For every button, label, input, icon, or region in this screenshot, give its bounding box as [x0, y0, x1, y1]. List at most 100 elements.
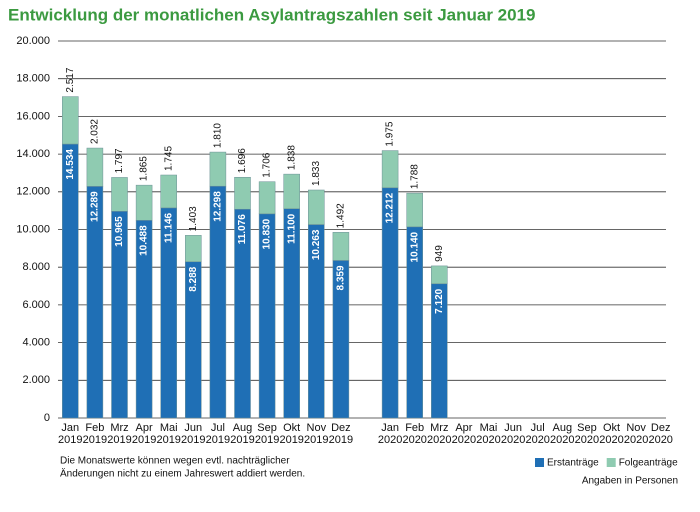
x-tick-label: Jan	[381, 422, 399, 434]
x-tick-label: 2019	[206, 434, 230, 446]
value-label: 10.488	[139, 225, 150, 256]
value-label: 1.788	[409, 164, 420, 189]
bar-segment	[258, 181, 276, 215]
value-label: 14.534	[65, 149, 76, 180]
x-tick-label: Sep	[257, 422, 277, 434]
value-label: 2.032	[90, 119, 101, 144]
x-tick-label: 2019	[156, 434, 180, 446]
x-tick-label: Mai	[480, 422, 498, 434]
bar-segment	[431, 265, 448, 285]
value-label: 1.745	[163, 146, 174, 171]
value-label: 7.120	[434, 288, 445, 313]
value-label: 1.797	[114, 148, 125, 173]
x-tick-label: 2019	[58, 434, 82, 446]
x-tick-label: 2020	[648, 434, 672, 446]
y-tick-label: 8.000	[22, 261, 50, 273]
value-label: 1.492	[336, 203, 347, 228]
x-tick-label: 2020	[550, 434, 574, 446]
x-tick-label: Dez	[331, 422, 351, 434]
bar-segment	[62, 96, 79, 145]
x-tick-label: 2019	[230, 434, 254, 446]
y-tick-label: 20.000	[16, 35, 50, 47]
x-tick-label: 2020	[624, 434, 648, 446]
footnote: Die Monatswerte können wegen evtl. nacht…	[60, 456, 290, 467]
x-tick-label: 2019	[181, 434, 205, 446]
bar-segment	[86, 147, 104, 187]
y-tick-label: 14.000	[16, 148, 50, 160]
x-tick-label: Dez	[651, 422, 671, 434]
x-tick-label: Okt	[603, 422, 620, 434]
x-tick-label: 2019	[255, 434, 279, 446]
x-tick-label: 2020	[452, 434, 476, 446]
x-tick-label: 2020	[378, 434, 402, 446]
x-tick-label: Nov	[626, 422, 646, 434]
legend-swatch	[535, 458, 544, 467]
x-tick-label: 2020	[575, 434, 599, 446]
legend-swatch	[606, 458, 616, 467]
value-label: 949	[434, 245, 445, 262]
bar-segment	[62, 143, 79, 419]
x-tick-label: Mrz	[430, 422, 448, 434]
x-tick-label: Nov	[307, 422, 327, 434]
value-label: 11.076	[237, 214, 248, 244]
x-tick-label: Aug	[553, 422, 573, 434]
value-label: 1.810	[213, 123, 224, 148]
x-tick-label: Mrz	[110, 422, 128, 434]
y-tick-label: 6.000	[22, 299, 50, 311]
footnote: Änderungen nicht zu einem Jahreswert add…	[60, 468, 305, 480]
value-label: 1.706	[262, 152, 273, 177]
legend-label: Erstanträge	[547, 458, 599, 469]
value-label: 1.975	[385, 121, 396, 146]
legend-label: Folgeanträge	[619, 458, 678, 469]
value-label: 8.359	[336, 265, 347, 290]
bar-segment	[234, 176, 251, 210]
bar-segment	[308, 189, 325, 225]
x-tick-label: 2019	[279, 434, 303, 446]
y-tick-label: 18.000	[16, 73, 50, 85]
bar-segment	[185, 235, 202, 263]
x-tick-label: 2020	[402, 434, 426, 446]
x-tick-label: 2019	[83, 434, 107, 446]
bar-segment	[406, 192, 423, 228]
value-label: 10.140	[409, 231, 420, 262]
value-label: 1.696	[237, 148, 248, 173]
value-label: 12.298	[213, 191, 224, 222]
x-tick-label: 2020	[501, 434, 525, 446]
x-tick-label: Feb	[405, 422, 424, 434]
x-tick-label: 2019	[132, 434, 156, 446]
x-tick-label: 2019	[329, 434, 353, 446]
y-tick-label: 2.000	[22, 374, 50, 386]
x-tick-label: 2020	[476, 434, 500, 446]
value-label: 11.146	[163, 212, 174, 242]
bar-segment	[209, 151, 227, 187]
value-label: 11.100	[286, 213, 297, 243]
value-label: 12.289	[90, 191, 101, 222]
x-tick-label: Jul	[211, 422, 225, 434]
x-tick-label: 2019	[107, 434, 131, 446]
chart-title: Entwicklung der monatlichen Asylantragsz…	[8, 5, 535, 24]
value-label: 10.263	[311, 229, 322, 260]
x-tick-label: Feb	[85, 422, 104, 434]
x-tick-label: Jul	[531, 422, 545, 434]
y-tick-label: 4.000	[22, 337, 50, 349]
x-tick-label: Jun	[504, 422, 522, 434]
value-label: 1.865	[139, 156, 150, 181]
y-tick-label: 0	[44, 412, 50, 424]
value-label: 1.833	[311, 161, 322, 186]
value-label: 10.965	[114, 216, 125, 247]
x-tick-label: Aug	[233, 422, 253, 434]
x-tick-label: Jun	[184, 422, 202, 434]
bar-segment	[135, 184, 153, 221]
bar-segment	[283, 173, 300, 210]
x-tick-label: 2020	[525, 434, 549, 446]
value-label: 2.517	[65, 67, 76, 92]
value-label: 1.403	[188, 206, 199, 231]
x-tick-label: Apr	[455, 422, 472, 434]
x-tick-label: Jan	[61, 422, 79, 434]
value-label: 10.830	[262, 218, 273, 249]
x-tick-label: 2020	[599, 434, 623, 446]
bar-segment	[332, 232, 350, 261]
x-tick-label: Mai	[160, 422, 178, 434]
bar-segment	[381, 150, 399, 189]
